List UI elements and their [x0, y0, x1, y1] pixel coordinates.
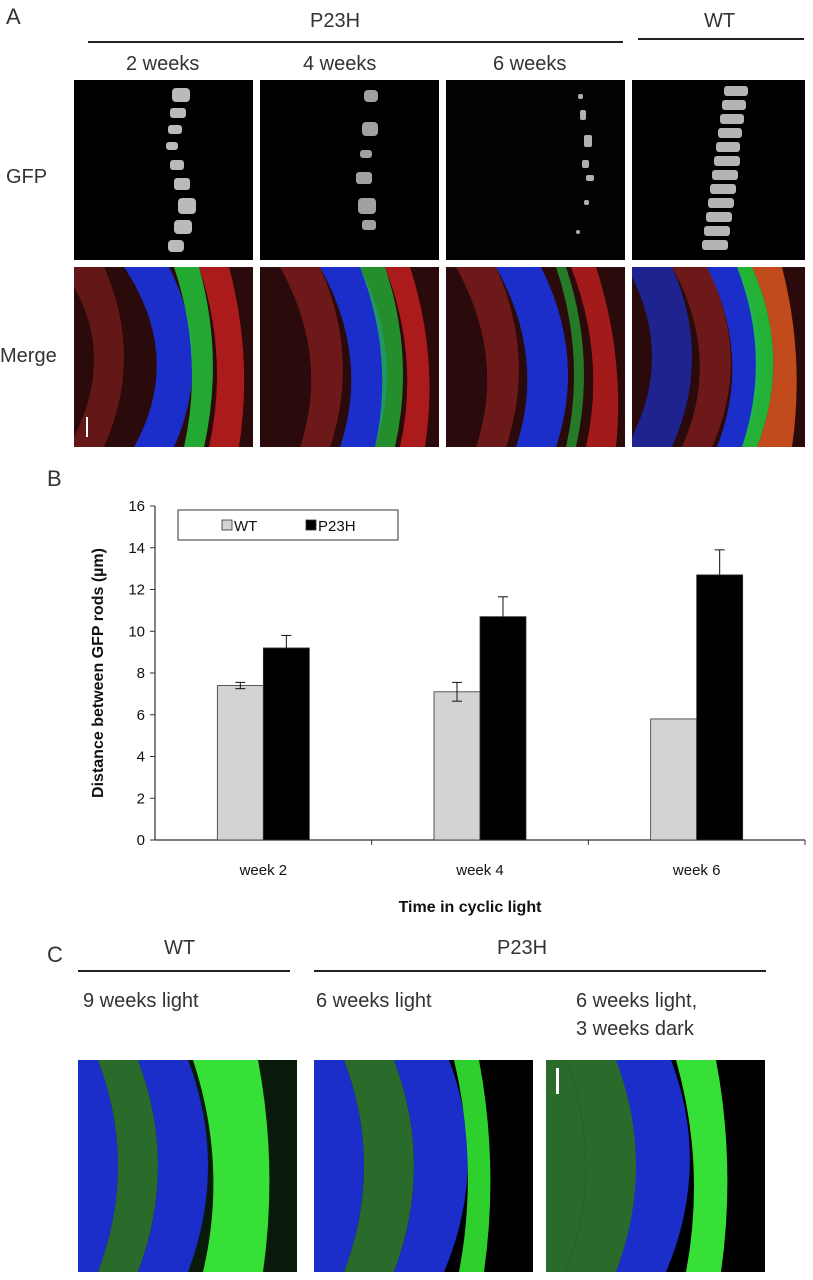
y-tick-label: 4	[137, 749, 145, 766]
panel-c-letter: C	[47, 942, 63, 967]
legend-box	[177, 509, 399, 541]
panel-c-group-p23h: P23H	[497, 937, 548, 959]
y-tick-label: 10	[128, 623, 145, 640]
row-label-gfp: GFP	[6, 166, 48, 188]
column-label-6-weeks: 6 weeks	[493, 53, 567, 75]
y-tick-label: 12	[128, 582, 145, 599]
panel-c-wt-rule	[78, 970, 290, 972]
panel-a-letter: A	[6, 4, 21, 29]
legend-swatch-wt	[221, 519, 233, 531]
column-label-2-weeks: 2 weeks	[126, 53, 200, 75]
bar-p23h-week-4	[479, 616, 527, 841]
bar-chart: 0 2 4 6 8 10 12 14 16 week 2 week 4 week 6 Time in c…	[90, 498, 806, 916]
condition-6-weeks-light-3-dark-line1: 6 weeks light,	[576, 990, 698, 1012]
panel-c-p23h-rule	[314, 970, 766, 972]
condition-6-weeks-light: 6 weeks light	[316, 990, 432, 1012]
y-axis-title: Distance between GFP rods (µm)	[90, 548, 107, 798]
micrograph-wt-9-weeks	[78, 1060, 297, 1272]
condition-9-weeks-light: 9 weeks light	[83, 990, 199, 1012]
panel-a-group-wt: WT	[704, 10, 736, 32]
gfp-micrograph-2-weeks	[74, 80, 253, 260]
y-tick-label: 14	[128, 540, 145, 557]
legend-label-wt: WT	[234, 518, 257, 535]
panel-a-wt-rule	[638, 38, 804, 40]
micrograph-p23h-6-weeks-3-dark	[546, 1060, 765, 1272]
y-tick-label: 2	[137, 790, 145, 807]
panel-a-group-p23h: P23H	[310, 10, 361, 32]
y-tick-label: 6	[137, 707, 145, 724]
bar-wt-week-6	[650, 718, 698, 841]
row-label-merge: Merge	[0, 345, 57, 367]
micrograph-p23h-6-weeks	[314, 1060, 533, 1272]
legend-label-p23h: P23H	[318, 518, 356, 535]
bar-p23h-week-2	[262, 647, 310, 841]
x-axis-title: Time in cyclic light	[399, 899, 543, 916]
x-tick-label: week 4	[455, 862, 504, 879]
bar-p23h-week-6	[696, 574, 744, 841]
x-tick-label: week 2	[239, 862, 288, 879]
gfp-micrograph-4-weeks	[260, 80, 439, 260]
panel-a-p23h-rule	[88, 41, 623, 43]
column-label-4-weeks: 4 weeks	[303, 53, 377, 75]
y-tick-label: 0	[137, 832, 145, 849]
bar-wt-week-4	[433, 691, 481, 841]
merge-micrograph-wt	[632, 267, 805, 447]
x-tick-label: week 6	[672, 862, 721, 879]
merge-micrograph-2-weeks	[74, 267, 253, 447]
condition-6-weeks-light-3-dark-line2: 3 weeks dark	[576, 1018, 694, 1040]
merge-micrograph-4-weeks	[260, 267, 439, 447]
y-tick-label: 16	[128, 498, 145, 515]
merge-micrograph-6-weeks	[446, 267, 625, 447]
legend-swatch-p23h	[305, 519, 317, 531]
gfp-micrograph-6-weeks	[446, 80, 625, 260]
panel-c-group-wt: WT	[164, 937, 196, 959]
gfp-micrograph-wt	[632, 80, 805, 260]
bar-wt-week-2	[216, 685, 264, 841]
y-tick-label: 8	[137, 665, 145, 682]
panel-b-letter: B	[47, 466, 62, 491]
